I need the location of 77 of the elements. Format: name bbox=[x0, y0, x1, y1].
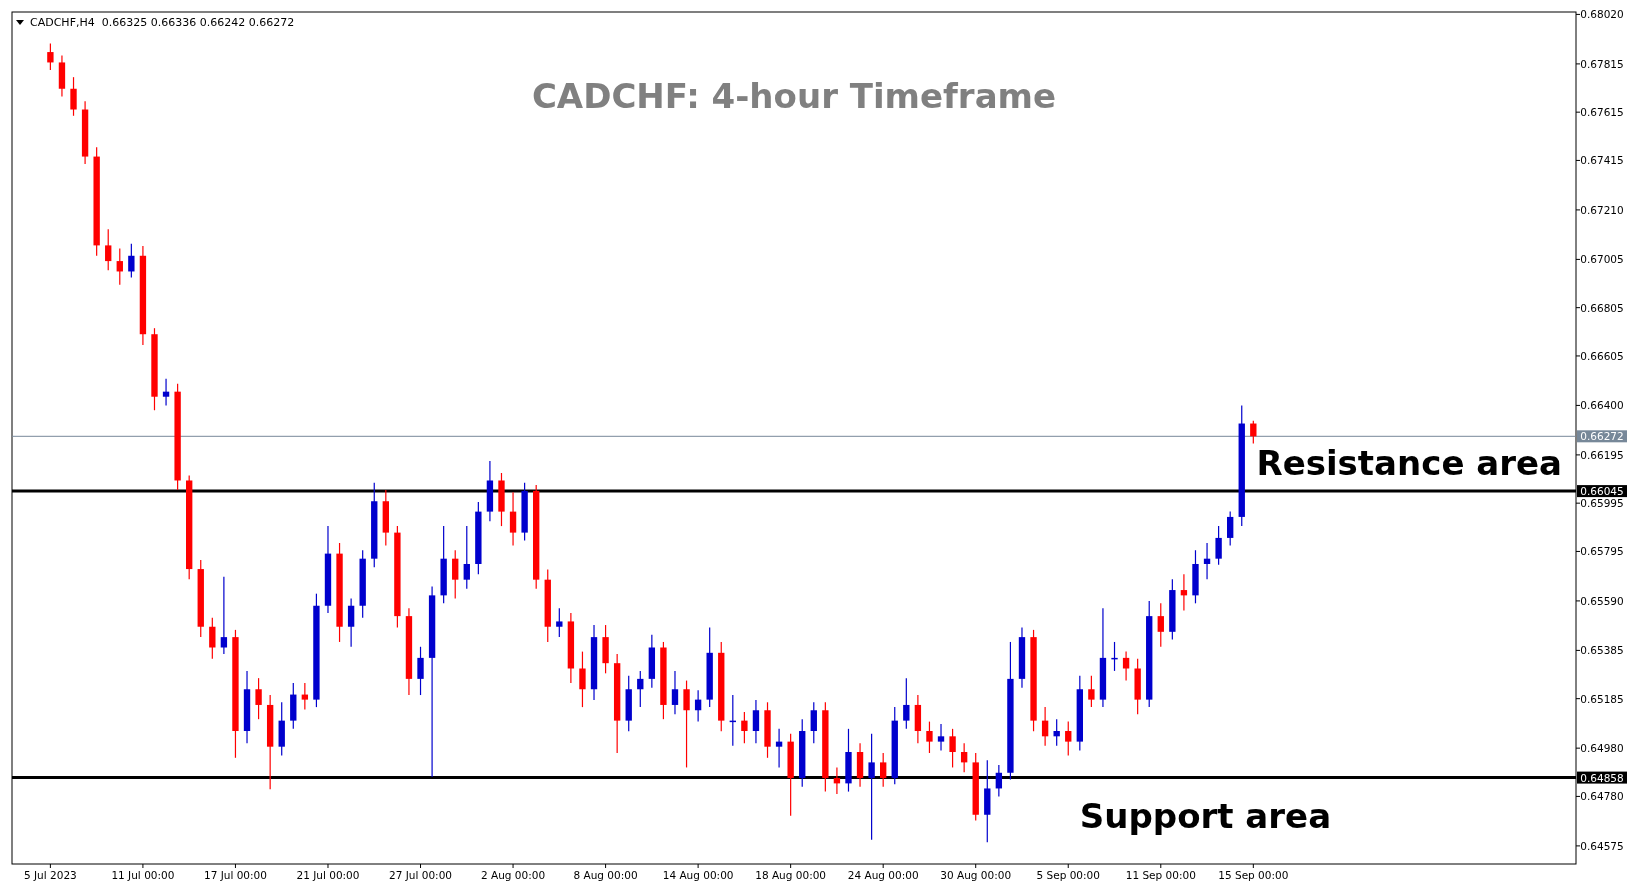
candlestick bbox=[1065, 721, 1072, 756]
x-tick-label: 27 Jul 00:00 bbox=[389, 869, 452, 882]
candlestick bbox=[220, 576, 228, 655]
y-tick-label: 0.65795 bbox=[1580, 545, 1624, 558]
candlestick bbox=[1041, 706, 1049, 747]
candlestick bbox=[960, 742, 968, 773]
y-tick-label: 0.68020 bbox=[1580, 8, 1624, 21]
candlestick bbox=[162, 378, 170, 407]
y-tick-label: 0.67815 bbox=[1580, 57, 1624, 70]
candlestick bbox=[995, 764, 1003, 798]
x-tick-label: 24 Aug 00:00 bbox=[847, 869, 919, 882]
candlestick bbox=[116, 247, 123, 286]
annotation: Support area bbox=[1079, 795, 1332, 836]
annotation: CADCHF,H4 0.66325 0.66336 0.66242 0.66272 bbox=[30, 16, 295, 29]
y-tick-label: 0.67415 bbox=[1580, 154, 1624, 167]
x-tick-label: 30 Aug 00:00 bbox=[940, 869, 1012, 882]
y-tick-label: 0.65185 bbox=[1580, 692, 1624, 705]
candlestick bbox=[1088, 675, 1095, 708]
y-tick-label: 0.65385 bbox=[1580, 644, 1624, 657]
y-tick-label: 0.64575 bbox=[1580, 839, 1624, 852]
candlestick bbox=[775, 728, 783, 769]
x-tick-label: 5 Sep 00:00 bbox=[1036, 869, 1100, 882]
x-tick-label: 17 Jul 00:00 bbox=[203, 869, 267, 882]
x-tick-label: 21 Jul 00:00 bbox=[296, 869, 360, 882]
candlestick bbox=[463, 525, 470, 590]
candlestick bbox=[683, 679, 690, 769]
candlestick bbox=[926, 721, 933, 754]
candlestick bbox=[949, 728, 956, 769]
candlestick bbox=[47, 42, 54, 71]
candlestick bbox=[937, 723, 945, 752]
y-tick-label: 0.66400 bbox=[1580, 399, 1624, 412]
candlestick bbox=[880, 752, 887, 788]
y-tick-label: 0.64980 bbox=[1580, 742, 1624, 755]
candlestick bbox=[752, 699, 760, 744]
x-tick-label: 8 Aug 00:00 bbox=[573, 869, 638, 882]
candlestick bbox=[556, 607, 563, 638]
candlestick bbox=[1227, 511, 1234, 547]
candlestick bbox=[452, 549, 459, 600]
ref-line-label: 0.64858 bbox=[1580, 771, 1624, 784]
ref-line-label: 0.66272 bbox=[1580, 430, 1624, 443]
candlestick bbox=[509, 491, 517, 547]
y-tick-label: 0.64780 bbox=[1580, 790, 1624, 803]
x-tick-label: 11 Sep 00:00 bbox=[1125, 869, 1196, 882]
candlestick bbox=[868, 733, 875, 841]
candlestick bbox=[903, 677, 910, 730]
candlestick bbox=[255, 677, 262, 720]
x-tick-label: 15 Sep 00:00 bbox=[1218, 869, 1289, 882]
y-tick-label: 0.65590 bbox=[1580, 594, 1624, 607]
ref-line-label: 0.66045 bbox=[1580, 485, 1624, 498]
candlestick bbox=[1157, 602, 1164, 648]
candlestick bbox=[105, 228, 112, 271]
text: CADCHF: 4-hour Timeframe bbox=[531, 76, 1057, 116]
candlestick bbox=[637, 670, 644, 708]
candlestick bbox=[741, 711, 748, 744]
y-tick-label: 0.66195 bbox=[1580, 448, 1624, 461]
y-tick-label: 0.67005 bbox=[1580, 253, 1624, 266]
y-tick-label: 0.66605 bbox=[1580, 349, 1624, 362]
annotation: Resistance area bbox=[1256, 443, 1562, 484]
candlestick bbox=[128, 243, 135, 279]
y-tick-label: 0.67210 bbox=[1580, 203, 1624, 216]
candlestick bbox=[417, 646, 424, 696]
candlestick bbox=[671, 670, 679, 715]
candlestick bbox=[1215, 525, 1222, 566]
candlestick bbox=[70, 76, 77, 117]
y-tick-label: 0.67615 bbox=[1580, 106, 1624, 119]
candlestick bbox=[347, 597, 355, 648]
candlestick bbox=[579, 651, 586, 708]
x-tick-label: 5 Jul 2023 bbox=[24, 869, 77, 882]
x-tick-label: 11 Jul 00:00 bbox=[111, 869, 175, 882]
candlestick bbox=[209, 617, 216, 660]
candlestick bbox=[301, 682, 309, 711]
x-tick-label: 2 Aug 00:00 bbox=[480, 869, 546, 882]
x-tick-label: 18 Aug 00:00 bbox=[755, 869, 827, 882]
candlestick bbox=[810, 701, 817, 744]
x-tick-label: 14 Aug 00:00 bbox=[662, 869, 734, 882]
y-tick-label: 0.66805 bbox=[1580, 301, 1624, 314]
y-tick-label: 0.65995 bbox=[1580, 497, 1624, 510]
